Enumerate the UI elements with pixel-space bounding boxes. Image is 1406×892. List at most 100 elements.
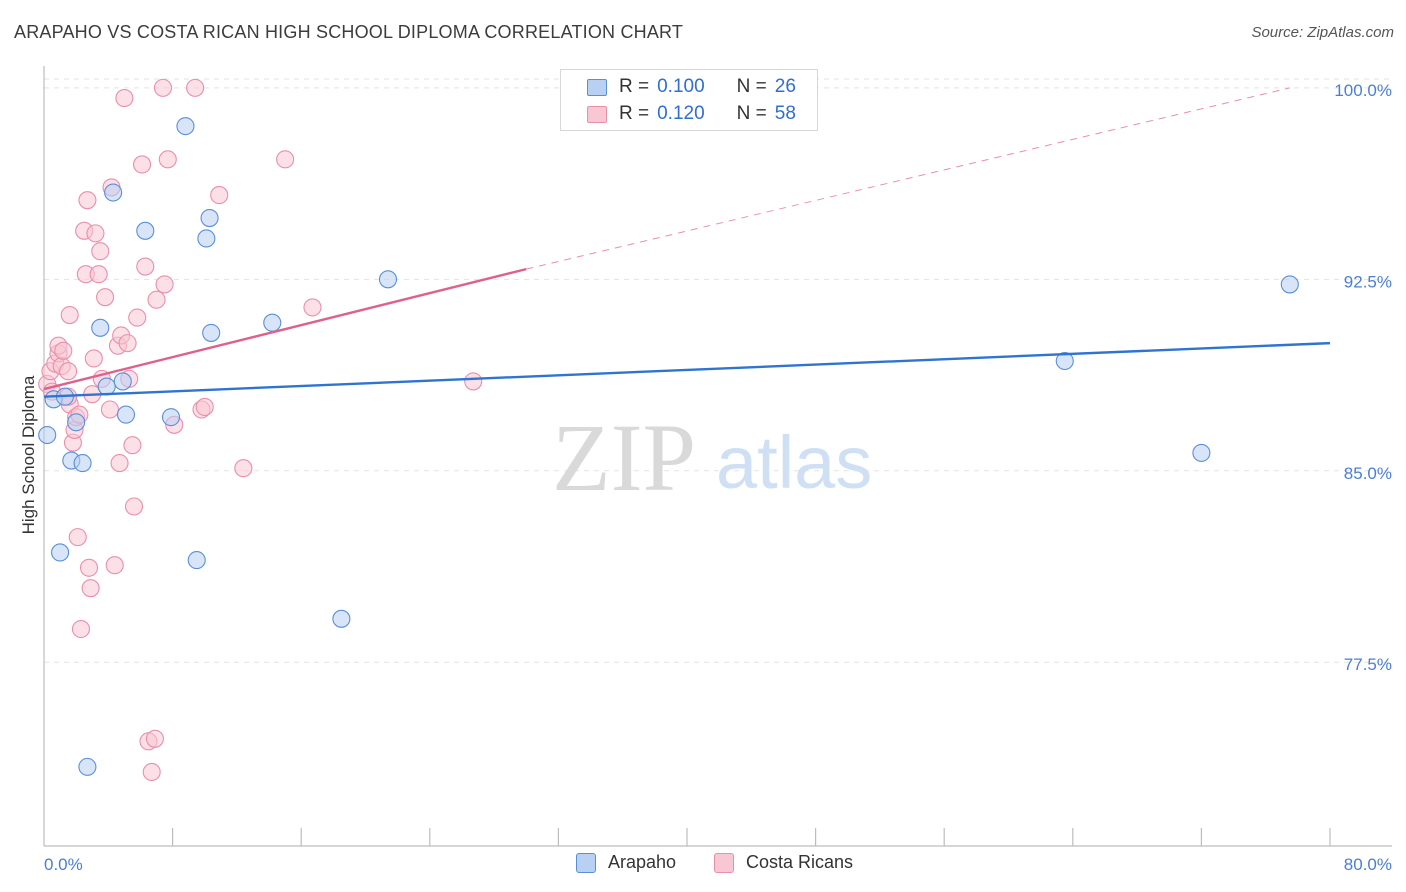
- costa-ricans-point: [128, 308, 147, 327]
- watermark-atlas: atlas: [716, 421, 872, 504]
- costa-ricans-point: [60, 306, 79, 325]
- costa-ricans-point: [84, 349, 103, 368]
- costa-ricans-point: [155, 275, 174, 294]
- arapaho-point: [197, 229, 216, 248]
- arapaho-point: [51, 543, 70, 562]
- axes: [43, 66, 1392, 847]
- costa-ricans-point: [195, 397, 214, 416]
- arapaho-point: [263, 313, 282, 332]
- costa-n-value: 58: [774, 103, 796, 124]
- costa-ricans-point: [153, 78, 173, 97]
- costa-ricans-point: [96, 288, 115, 307]
- costa-ricans-point: [124, 497, 144, 516]
- arapaho-point: [104, 183, 123, 202]
- costa-ricans-point: [71, 619, 91, 639]
- arapaho-point: [73, 454, 92, 473]
- costa-ricans-point: [158, 150, 177, 169]
- costa-ricans-point: [105, 556, 124, 575]
- costa-r-value: 0.120: [657, 103, 705, 124]
- arapaho-point: [1192, 443, 1211, 462]
- costa-ricans-trend-extension: [526, 87, 1290, 270]
- legend-row-costa: R = 0.120 N = 58: [587, 102, 796, 126]
- costa-ricans-point: [147, 290, 166, 309]
- tick-labels: 100.0% 92.5% 85.0% 77.5% 0.0% 80.0%: [44, 81, 1392, 874]
- costa-ricans-point: [68, 528, 87, 547]
- costa-ricans-point: [118, 334, 137, 353]
- costa-n-label: N =: [736, 103, 767, 124]
- costa-ricans-point: [464, 372, 483, 391]
- costa-r-label: R =: [619, 103, 650, 124]
- costa-swatch: [587, 105, 607, 123]
- arapaho-point: [176, 117, 195, 136]
- costa-ricans-point: [110, 454, 129, 473]
- costa-ricans-points: [38, 78, 483, 782]
- legend-item-costa-ricans[interactable]: Costa Ricans: [714, 852, 853, 873]
- gridlines: [44, 78, 1392, 663]
- costa-ricans-point: [54, 341, 73, 360]
- source-label: Source: ZipAtlas.com: [1251, 24, 1394, 41]
- costa-ricans-point: [86, 224, 105, 243]
- arapaho-point: [200, 209, 219, 228]
- costa-ricans-point: [123, 436, 142, 455]
- stats-legend: R = 0.100 N = 26 R = 0.120 N = 58: [560, 69, 818, 131]
- costa-ricans-point: [186, 78, 205, 97]
- arapaho-point: [136, 221, 155, 240]
- x-tick-label-min: 0.0%: [44, 855, 83, 874]
- arapaho-point: [78, 757, 97, 776]
- legend-row-arapaho: R = 0.100 N = 26: [587, 75, 796, 99]
- arapaho-point: [161, 408, 181, 427]
- trend-lines: [43, 87, 1331, 398]
- arapaho-point: [116, 405, 136, 424]
- arapaho-point: [67, 413, 86, 432]
- costa-ricans-point: [136, 257, 155, 276]
- x-tick-label-max: 80.0%: [1344, 855, 1392, 874]
- arapaho-point: [1055, 351, 1074, 371]
- arapaho-point: [202, 323, 221, 342]
- watermark-zip: ZIP: [552, 404, 696, 511]
- arapaho-point: [378, 270, 398, 289]
- costa-ricans-trend-line: [43, 267, 527, 391]
- costa-ricans-point: [91, 242, 110, 261]
- arapaho-n-label: N =: [736, 76, 767, 97]
- arapaho-point: [113, 372, 132, 391]
- costa-ricans-point: [78, 191, 97, 210]
- costa-ricans-point: [59, 362, 78, 381]
- series-legend: Arapaho Costa Ricans: [0, 852, 1406, 878]
- arapaho-r-value: 0.100: [657, 76, 705, 97]
- arapaho-point: [38, 425, 57, 445]
- arapaho-r-label: R =: [619, 76, 650, 97]
- arapaho-trend-line: [43, 341, 1331, 398]
- y-tick-label: 85.0%: [1344, 464, 1392, 483]
- y-tick-label: 77.5%: [1344, 655, 1392, 674]
- y-axis-title: High School Diploma: [19, 375, 38, 534]
- arapaho-point: [187, 551, 206, 570]
- arapaho-swatch: [587, 78, 607, 96]
- arapaho-point: [91, 318, 110, 337]
- arapaho-legend-swatch: [576, 852, 596, 873]
- costa-legend-label: Costa Ricans: [746, 852, 854, 872]
- costa-ricans-point: [81, 579, 100, 598]
- costa-ricans-point: [276, 150, 295, 169]
- legend-item-arapaho[interactable]: Arapaho: [576, 852, 676, 873]
- arapaho-n-value: 26: [774, 76, 796, 97]
- y-tick-label: 100.0%: [1334, 81, 1392, 100]
- costa-ricans-point: [115, 89, 134, 108]
- arapaho-legend-label: Arapaho: [608, 852, 677, 872]
- y-tick-label: 92.5%: [1344, 272, 1392, 291]
- costa-ricans-point: [100, 400, 119, 419]
- arapaho-point: [97, 377, 116, 396]
- arapaho-point: [1280, 275, 1299, 294]
- costa-ricans-point: [133, 155, 152, 174]
- chart-title: ARAPAHO VS COSTA RICAN HIGH SCHOOL DIPLO…: [14, 22, 684, 42]
- costa-ricans-point: [303, 298, 322, 317]
- arapaho-point: [332, 609, 351, 628]
- costa-ricans-point: [210, 186, 229, 205]
- costa-ricans-point: [145, 729, 164, 748]
- costa-ricans-point: [142, 762, 161, 782]
- costa-ricans-point: [234, 459, 253, 478]
- arapaho-points: [38, 117, 1299, 776]
- costa-legend-swatch: [714, 852, 734, 873]
- watermark: ZIP atlas: [552, 404, 872, 511]
- costa-ricans-point: [79, 558, 99, 577]
